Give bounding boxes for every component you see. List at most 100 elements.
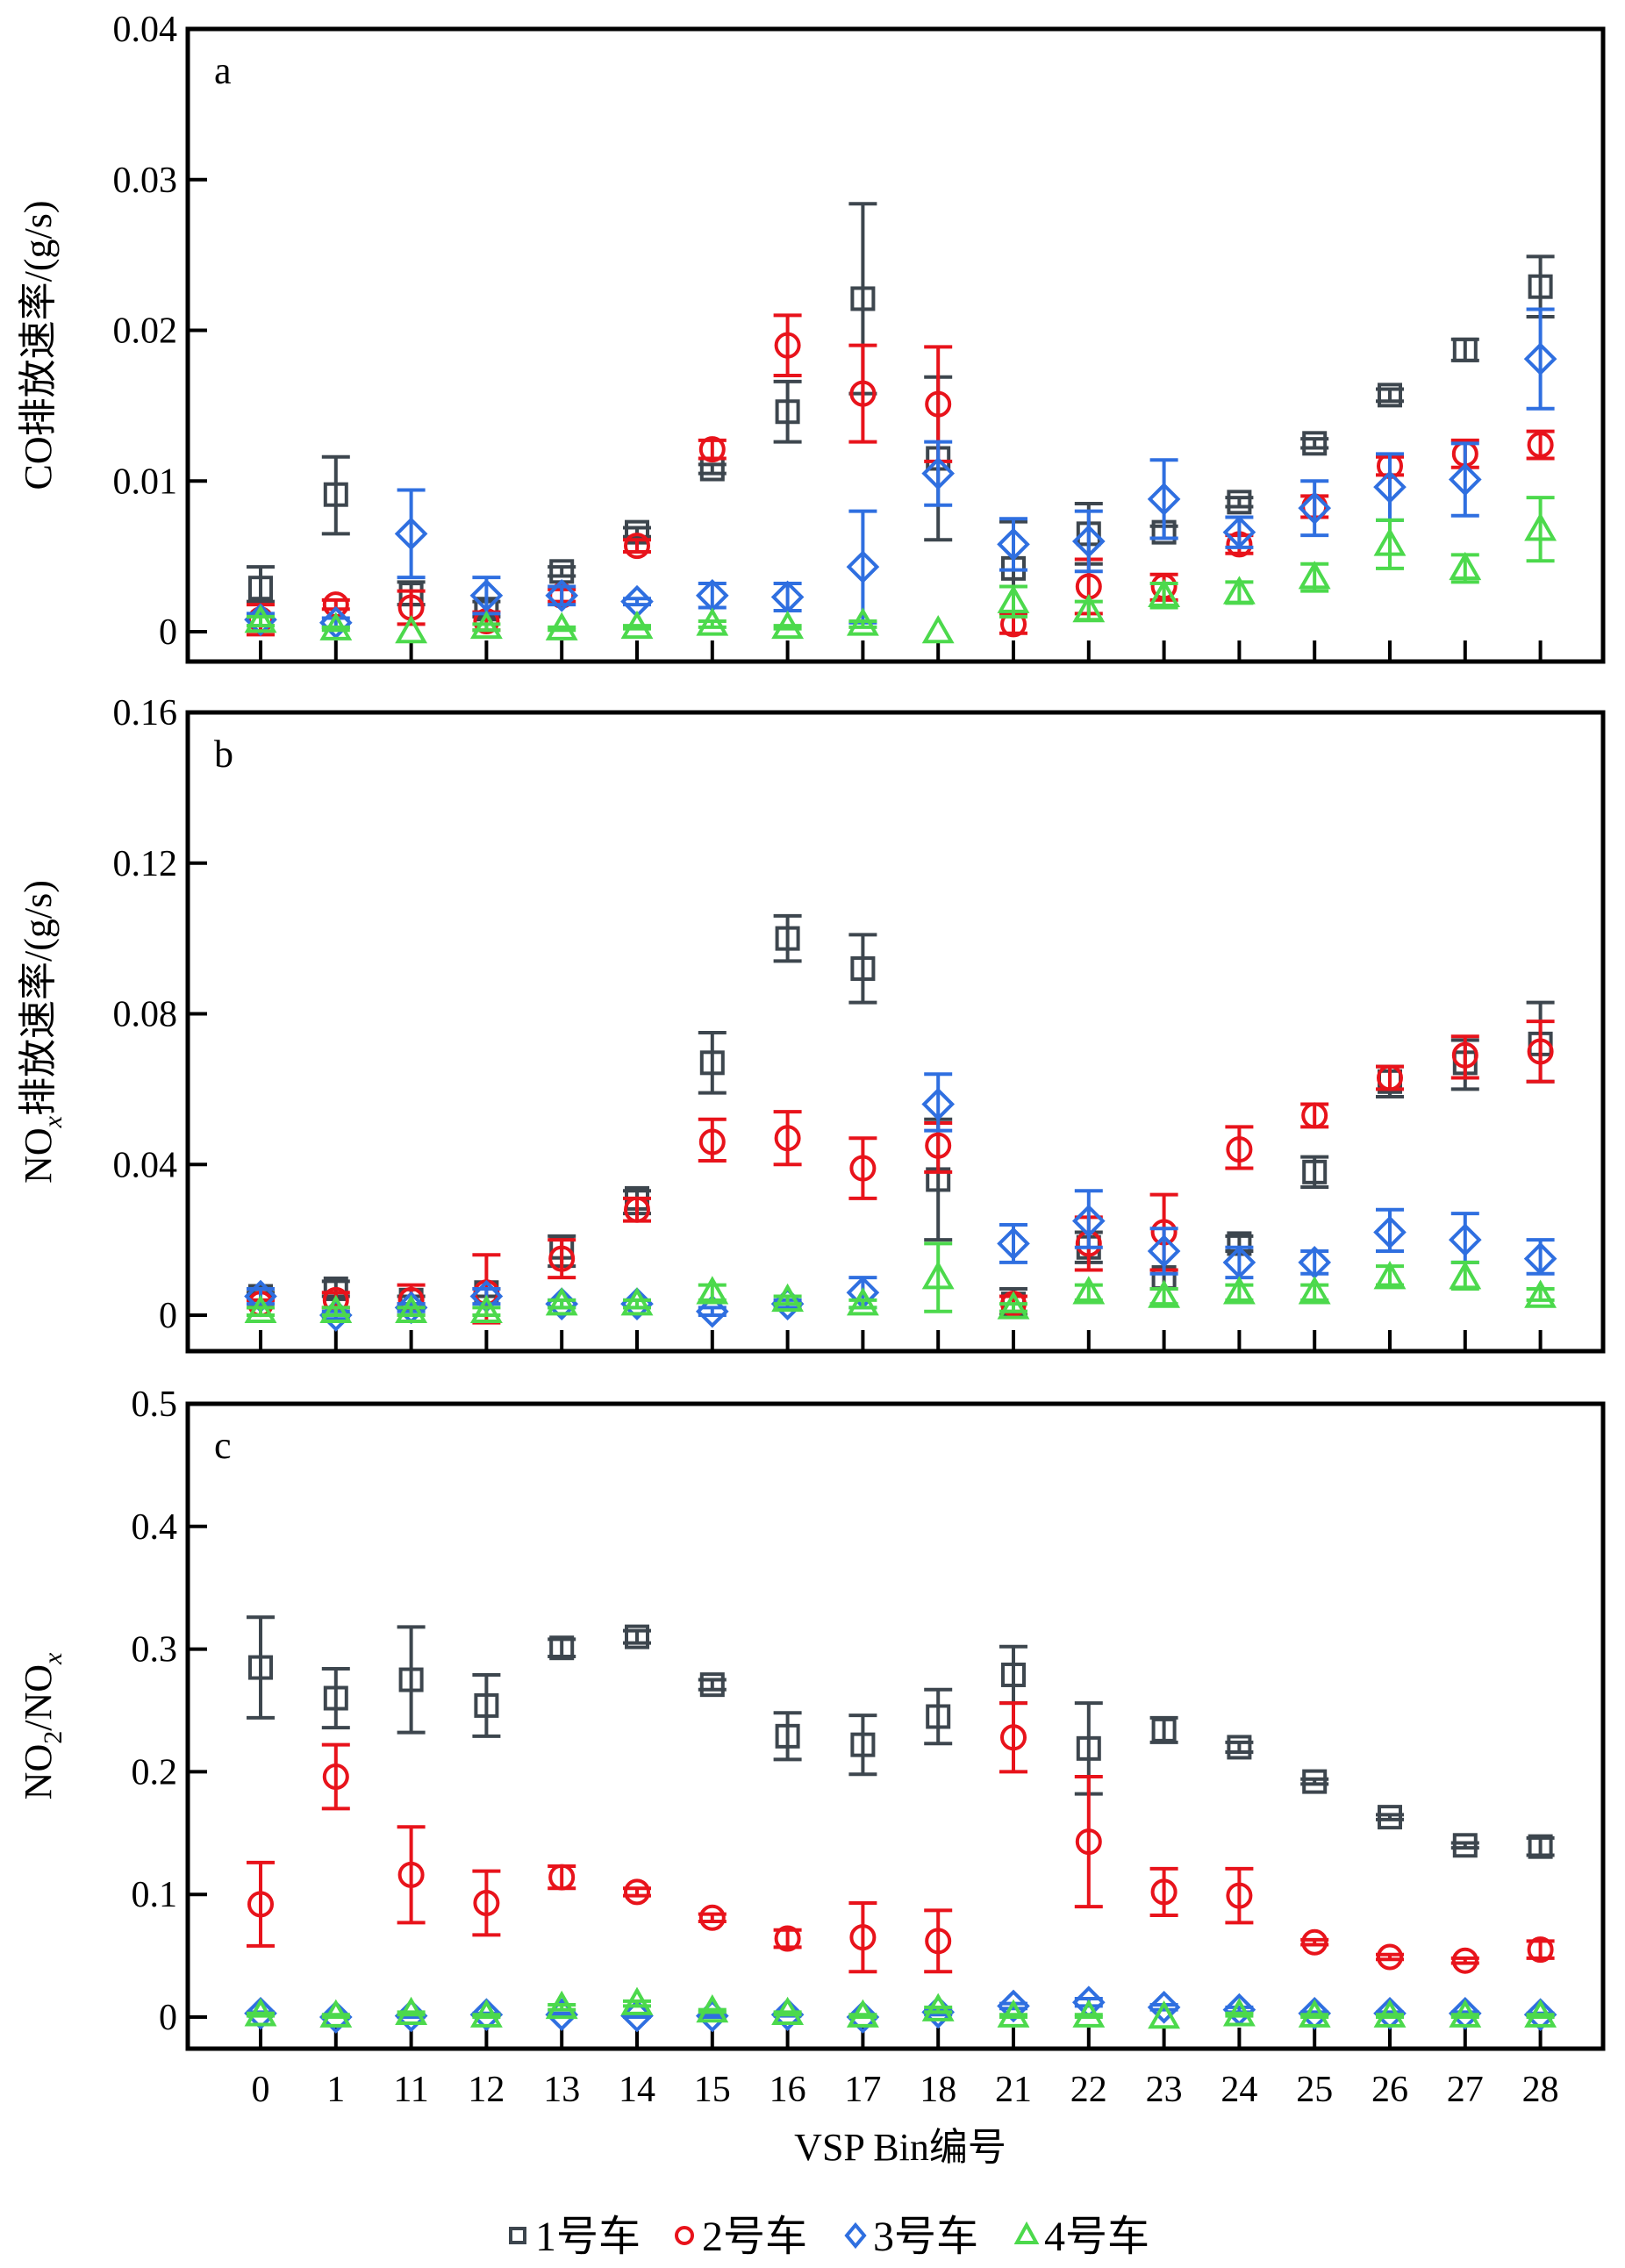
x-tick-label: 13 [543,2070,580,2110]
data-point [1527,1038,1554,1065]
data-point [625,1624,649,1649]
legend-item: 1号车 [509,2214,641,2260]
data-point [323,1685,348,1711]
data-point [1226,1882,1253,1909]
data-point [319,605,353,640]
data-point [849,1155,877,1182]
data-point [1222,1998,1256,2027]
data-point [1302,1159,1328,1184]
data-point [1448,462,1482,497]
data-point [1072,1276,1106,1305]
x-axis: 0 1 11 12 13 14 15 16 17 18 21 22 23 24 25 26 27 28 [252,2070,1559,2110]
data-point [698,436,726,463]
series-3号车 [244,1985,1557,2034]
data-point [925,390,952,418]
data-point [774,332,801,359]
data-point [850,1732,876,1757]
legend-item: 2号车 [675,2214,807,2260]
y-tick-label: 0.3 [132,1630,178,1671]
panel-letter: b [214,733,233,776]
data-point [698,1128,726,1155]
x-axis-title: VSP Bin编号 [794,2126,1006,2169]
series-3号车 [244,307,1557,640]
data-point [1451,1041,1478,1069]
data-point [997,1291,1030,1320]
series-2号车 [247,1701,1555,1974]
data-point [774,1925,801,1952]
y-tick-label: 0.04 [113,10,178,50]
data-point [1222,515,1256,549]
x-tick-label: 16 [770,2070,806,2110]
data-point [548,1864,576,1891]
data-point [624,533,650,560]
data-point [545,578,579,612]
data-point [1378,1805,1402,1830]
data-point [997,1227,1030,1261]
series-3号车 [244,1072,1557,1332]
data-point [770,1998,805,2032]
data-point [696,1993,729,2023]
x-tick-label: 17 [844,2070,881,2110]
data-point [1524,1279,1557,1308]
data-point [319,1294,353,1323]
data-point [925,1132,952,1159]
data-point [1222,576,1256,605]
data-point [620,1999,654,2033]
data-point [1302,431,1328,456]
data-point [926,1704,951,1729]
data-point [248,1655,273,1680]
data-point [469,610,503,640]
data-point [997,527,1030,562]
data-point [395,1294,428,1323]
panel-a: 0 0.01 0.02 0.03 0.04 a CO排放速率/(g/s) [17,10,1606,664]
data-point [1373,1215,1407,1249]
data-point [1523,1998,1557,2032]
data-point [695,1294,729,1328]
data-point [395,614,428,644]
data-point [696,1276,729,1305]
x-tick-label: 25 [1296,2070,1333,2110]
data-point [1451,1947,1478,1974]
data-point [774,1125,801,1152]
y-tick-label: 0.5 [132,1384,178,1425]
data-point [1524,512,1557,541]
data-point [997,584,1030,613]
data-point [846,550,880,583]
data-point [620,610,654,640]
data-point [1150,1878,1178,1906]
data-point [1377,1064,1403,1091]
data-point [1527,432,1554,459]
y-tick-label: 0.04 [113,1145,178,1185]
data-point [394,517,428,551]
data-point [921,1993,955,2021]
data-point [698,1904,726,1931]
x-tick-label: 15 [694,2070,731,2110]
y-tick-label: 0.4 [132,1507,178,1548]
y-tick-label: 0.1 [132,1875,178,1915]
data-point [1449,1261,1482,1290]
series-4号车 [244,1986,1557,2029]
data-point [1000,1724,1027,1751]
x-tick-label: 26 [1371,2070,1408,2110]
series-4号车 [244,1241,1557,1323]
data-point [549,1635,575,1661]
series-4号车 [244,496,1557,644]
data-point [997,1989,1030,2023]
data-point [1227,490,1252,515]
legend: 1号车 2号车 3号车 4号车 [509,2214,1149,2260]
data-point [319,612,353,640]
data-point [1075,1828,1102,1856]
data-point [921,456,956,490]
series-2号车 [247,313,1555,638]
data-point [699,1672,725,1698]
panel-letter: c [214,1424,232,1467]
data-point [473,1889,500,1916]
plot-frame [185,26,1606,664]
data-point [1528,1834,1553,1859]
data-point [846,1999,879,2028]
data-point [469,1999,503,2028]
data-point [849,380,877,407]
data-point [1071,1204,1106,1238]
data-point [1301,1102,1328,1129]
y-tick-label: 0 [159,1296,177,1336]
